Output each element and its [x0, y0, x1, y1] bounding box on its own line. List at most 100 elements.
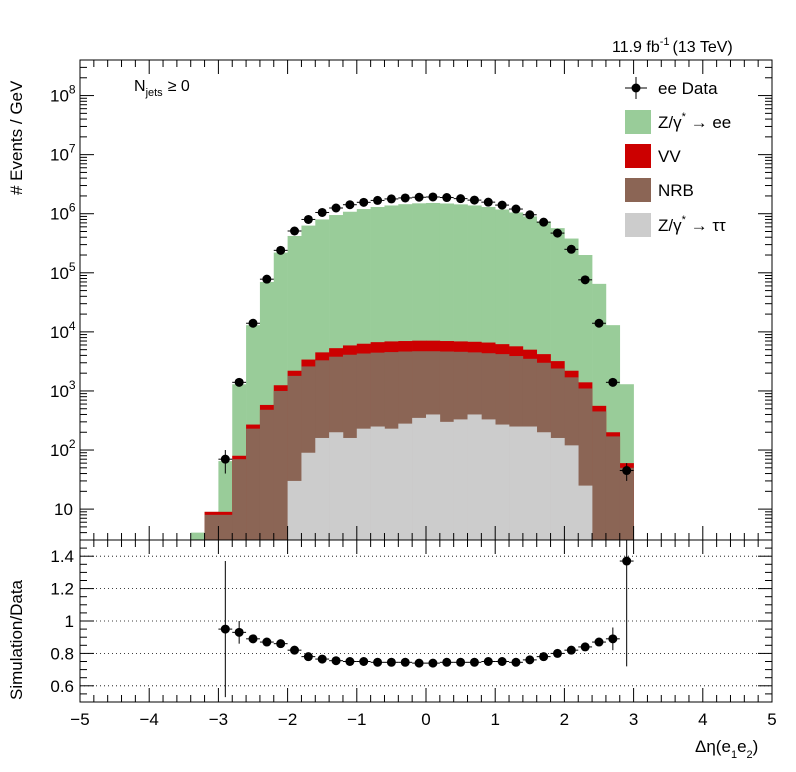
x-tick-label: −1: [347, 710, 366, 729]
data-point: [483, 197, 493, 207]
ratio-point: [469, 657, 479, 667]
data-point: [608, 377, 618, 387]
x-tick-label: −5: [70, 710, 89, 729]
ratio-y-tick-label: 1.4: [50, 547, 74, 566]
njets-label: Njets ≥ 0: [134, 78, 190, 99]
ratio-point: [594, 637, 604, 647]
ratio-y-tick-label: 1: [65, 612, 74, 631]
bar-ztt: [439, 421, 454, 540]
data-point: [345, 200, 355, 210]
bar-ztt: [329, 432, 344, 540]
bar-nrb: [619, 467, 634, 540]
ratio-point: [248, 634, 258, 644]
ratio-point: [303, 652, 313, 662]
lumi-label: 11.9 fb-1 (13 TeV): [612, 36, 733, 56]
ratio-y-tick-label: 0.6: [50, 677, 74, 696]
data-point: [580, 275, 590, 285]
bar-ztt: [550, 437, 565, 540]
legend-swatch-nrb: [625, 178, 651, 202]
ratio-point: [400, 657, 410, 667]
data-point: [428, 192, 438, 202]
bar-ztt: [384, 428, 399, 540]
ratio-point: [483, 657, 493, 666]
ratio-point: [622, 556, 632, 566]
ratio-point: [276, 639, 286, 649]
legend-label-vv: VV: [658, 147, 681, 166]
bar-ztt: [301, 452, 316, 540]
bar-nrb: [232, 459, 247, 540]
x-tick-label: 1: [490, 710, 499, 729]
data-point: [469, 195, 479, 205]
legend-swatch-ztt: [625, 213, 651, 237]
data-point: [400, 193, 410, 203]
bar-ztt: [412, 417, 427, 540]
bar-ztt: [481, 419, 496, 540]
bar-nrb: [246, 428, 261, 540]
ratio-point: [317, 654, 327, 664]
legend-marker-data: [631, 83, 641, 93]
ratio-point: [511, 657, 521, 667]
bar-nrb: [605, 436, 621, 540]
x-tick-label: −2: [278, 710, 297, 729]
bar-zee: [190, 532, 205, 540]
main-plot-panel: 10 102 103 104 105 106 107 108: [50, 59, 773, 541]
bar-ztt: [315, 437, 330, 540]
data-point: [359, 197, 369, 207]
data-point: [276, 245, 286, 255]
bar-ztt: [522, 426, 538, 540]
ratio-point: [497, 657, 507, 666]
bar-nrb: [218, 514, 233, 540]
y-tick-label: 102: [50, 437, 76, 460]
ratio-y-tick-label: 1.2: [50, 580, 74, 599]
ratio-point: [428, 658, 438, 668]
data-point: [525, 210, 535, 220]
y-tick-label: 103: [50, 378, 76, 401]
y-tick-label: 10: [54, 500, 73, 519]
y-tick-label: 108: [50, 83, 76, 106]
ratio-point: [456, 657, 466, 667]
data-point: [234, 377, 244, 387]
ratio-point: [345, 657, 355, 666]
data-point: [317, 207, 327, 217]
data-point: [303, 214, 313, 224]
ratio-point: [525, 655, 535, 665]
legend-swatch-zee: [625, 110, 651, 134]
bar-ztt: [536, 432, 551, 540]
bar-nrb: [592, 411, 607, 540]
ratio-point: [262, 637, 272, 647]
ratio-point: [539, 652, 549, 662]
data-point: [248, 318, 258, 328]
data-point: [539, 217, 549, 227]
x-tick-label: 2: [560, 710, 569, 729]
x-tick-label: 4: [698, 710, 707, 729]
data-point: [373, 195, 383, 205]
ratio-point: [414, 658, 424, 668]
data-point: [262, 274, 272, 284]
ratio-point: [359, 657, 369, 666]
x-tick-label: 3: [629, 710, 638, 729]
data-point: [511, 204, 521, 214]
y-axis-title-top: # Events / GeV: [7, 80, 26, 195]
bar-ztt: [564, 445, 579, 540]
data-point: [566, 244, 576, 254]
ratio-point: [331, 656, 341, 666]
bar-ztt: [453, 419, 468, 540]
y-tick-label: 106: [50, 201, 76, 224]
bar-ztt: [578, 485, 593, 540]
bar-ztt: [356, 428, 371, 540]
ratio-point: [608, 634, 618, 644]
x-axis-title: Δη(e1e2): [695, 737, 758, 761]
ratio-y-tick-label: 0.8: [50, 644, 74, 663]
y-tick-label: 107: [50, 142, 76, 165]
x-tick-label: −3: [209, 710, 228, 729]
data-point: [290, 226, 300, 236]
ratio-plot-panel: 0.6 0.8 1 1.2 1.4 −5 −4 −3 −2 −1 0 1 2 3 4 5: [50, 539, 777, 729]
legend-label-zee: Z/γ* → ee: [658, 111, 731, 132]
bar-nrb: [204, 514, 219, 540]
data-point: [414, 192, 424, 202]
bar-ztt: [426, 414, 441, 540]
legend-swatch-vv: [625, 144, 651, 168]
legend: ee Data Z/γ* → ee VV NRB Z/γ* → ττ: [625, 77, 731, 237]
ratio-point: [552, 648, 562, 658]
